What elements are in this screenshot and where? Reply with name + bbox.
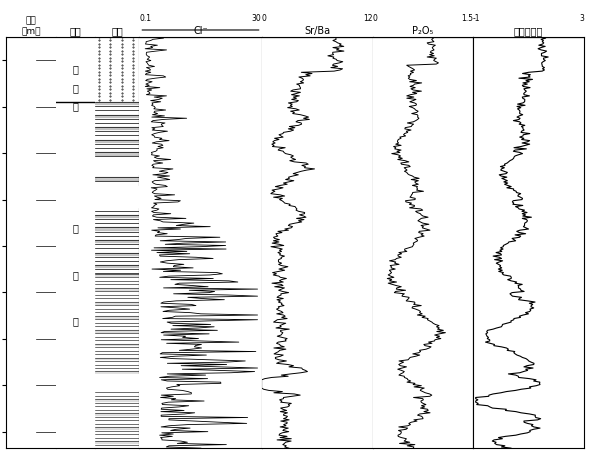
Title: 深度
（m）: 深度 （m） (21, 17, 41, 36)
Title: Sr/Ba: Sr/Ba (304, 26, 330, 36)
Text: 沙: 沙 (73, 224, 78, 234)
Text: 30: 30 (252, 14, 261, 23)
Text: 0: 0 (373, 14, 378, 23)
Title: 层位: 层位 (70, 26, 81, 36)
Text: 四: 四 (73, 270, 78, 280)
Text: 沙: 沙 (73, 65, 78, 74)
Title: 古盐度因子: 古盐度因子 (514, 26, 543, 36)
Title: 岩性: 岩性 (112, 26, 123, 36)
Text: -1: -1 (473, 14, 480, 23)
Text: 上: 上 (73, 316, 78, 327)
Text: 3: 3 (579, 14, 584, 23)
Text: 12: 12 (363, 14, 373, 23)
Title: Cl⁻: Cl⁻ (193, 26, 208, 36)
Text: 1.5: 1.5 (461, 14, 473, 23)
Text: 0.1: 0.1 (139, 14, 151, 23)
Text: 下: 下 (73, 102, 78, 112)
Text: 三: 三 (73, 83, 78, 93)
Text: 0: 0 (261, 14, 267, 23)
Title: P₂O₅: P₂O₅ (412, 26, 434, 36)
